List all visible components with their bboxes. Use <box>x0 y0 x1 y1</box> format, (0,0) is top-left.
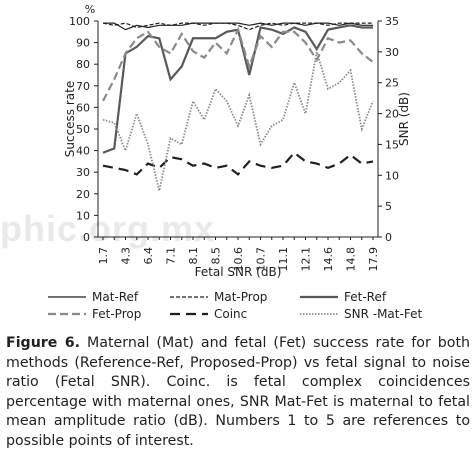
x-tick-label: 10.6 <box>232 247 245 272</box>
left-tick-label: 10 <box>76 209 90 222</box>
x-tick-label: 14.6 <box>322 247 335 272</box>
chart-series <box>102 22 374 191</box>
legend-swatch-fet-prop <box>48 312 86 316</box>
legend-swatch-mat-prop <box>170 296 208 298</box>
x-tick-label: 1.7 <box>97 247 110 265</box>
right-tick-label: 35 <box>385 15 399 28</box>
y-axis-unit: % <box>85 3 95 16</box>
left-tick-label: 40 <box>76 145 90 158</box>
line-chart: 0 10 20 30 40 50 60 70 80 90 100 0 5 10 15 20 25 30 35 1.7 4… <box>63 3 411 279</box>
legend-label: Mat-Prop <box>214 290 268 304</box>
left-tick-label: 90 <box>76 37 90 50</box>
right-tick-label: 30 <box>385 46 399 59</box>
legend-swatch-snr-mat-fet <box>300 313 338 315</box>
figure-label: Figure 6. <box>6 335 81 351</box>
left-tick-label: 70 <box>76 80 90 93</box>
legend-label: Coinc <box>214 307 248 321</box>
x-tick-label: 11.1 <box>277 247 290 272</box>
legend-swatch-mat-ref <box>48 296 86 298</box>
chart-axes <box>94 20 382 240</box>
legend-item-snr-mat-fet: SNR -Mat-Fet <box>300 305 422 323</box>
x-tick-label: 6.4 <box>142 247 155 265</box>
legend-item-fet-ref: Fet-Ref <box>300 288 386 306</box>
legend-swatch-coinc <box>170 312 208 316</box>
series-line-mat-ref <box>103 22 373 31</box>
series-line-fet-ref <box>102 24 373 154</box>
right-tick-label: 10 <box>385 169 399 182</box>
legend-item-mat-prop: Mat-Prop <box>170 288 267 306</box>
legend-row-2: Fet-Prop Coinc SNR -Mat-Fet <box>0 305 474 323</box>
x-tick-label: 12.1 <box>300 247 313 272</box>
x-tick-label: 8.5 <box>210 247 223 265</box>
x-tick-label: 7.1 <box>165 247 178 265</box>
figure-caption: Figure 6. Maternal (Mat) and fetal (Fet)… <box>6 334 470 451</box>
legend-item-fet-prop: Fet-Prop <box>48 305 141 323</box>
right-axis-title: SNR (dB) <box>397 92 411 146</box>
right-tick-label: 0 <box>385 231 392 244</box>
series-line-snr-mat-fet <box>102 51 374 191</box>
left-tick-label: 0 <box>83 231 90 244</box>
x-tick-label: 14.8 <box>345 247 358 272</box>
watermark: phic.org.mx <box>0 208 216 249</box>
x-tick-label: 10.7 <box>255 247 268 272</box>
series-line-coinc <box>102 151 374 176</box>
legend-label: SNR -Mat-Fet <box>344 307 423 321</box>
x-axis-title: Fetal SNR (dB) <box>195 265 282 279</box>
left-tick-label: 50 <box>76 123 90 136</box>
x-tick-label: 4.3 <box>120 247 133 265</box>
legend-label: Fet-Ref <box>344 290 387 304</box>
right-tick-label: 5 <box>385 200 392 213</box>
left-tick-label: 20 <box>76 188 90 201</box>
left-tick-label: 100 <box>69 15 90 28</box>
x-tick-label: 8.1 <box>187 247 200 265</box>
right-tick-label: 15 <box>385 138 399 151</box>
left-tick-label: 30 <box>76 166 90 179</box>
caption-text: Maternal (Mat) and fetal (Fet) success r… <box>6 335 471 449</box>
right-tick-label: 25 <box>385 77 399 90</box>
x-tick-label: 17.9 <box>367 247 380 272</box>
legend-swatch-fet-ref <box>300 295 338 299</box>
legend-label: Mat-Ref <box>92 290 139 304</box>
left-tick-label: 80 <box>76 58 90 71</box>
legend-item-coinc: Coinc <box>170 305 247 323</box>
legend-label: Fet-Prop <box>92 307 142 321</box>
legend-row-1: Mat-Ref Mat-Prop Fet-Ref <box>0 288 474 306</box>
series-line-fet-prop <box>102 26 374 102</box>
chart-labels: 0 10 20 30 40 50 60 70 80 90 100 0 5 10 15 20 25 30 35 1.7 4… <box>63 3 411 279</box>
left-tick-label: 60 <box>76 101 90 114</box>
right-tick-label: 20 <box>385 108 399 121</box>
y-axis-title: Success rate <box>63 81 77 158</box>
series-line-mat-prop <box>102 22 373 31</box>
legend-item-mat-ref: Mat-Ref <box>48 288 138 306</box>
